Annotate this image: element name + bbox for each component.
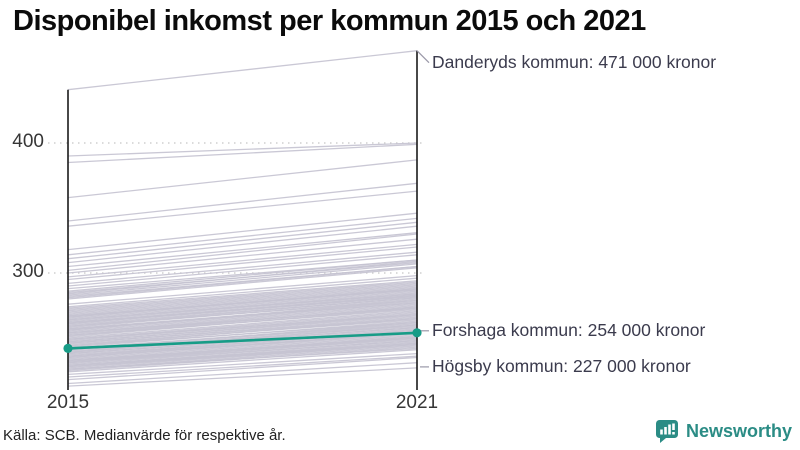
x-axis-tick-2021: 2021 [395,392,439,413]
source-note: Källa: SCB. Medianvärde för respektive å… [3,427,286,444]
chart-title: Disponibel inkomst per kommun 2015 och 2… [13,5,646,37]
annotation-danderyd: Danderyds kommun: 471 000 kronor [432,51,717,72]
x-axis-tick-2015: 2015 [46,392,90,413]
brand-lockup: Newsworthy [655,419,792,444]
annotation-forshaga: Forshaga kommun: 254 000 kronor [432,319,706,340]
bar-chart-speech-bubble-icon [655,420,678,443]
y-axis-tick-400: 400 [12,131,44,152]
brand-name: Newsworthy [685,421,792,441]
annotation-hogsby: Högsby kommun: 227 000 kronor [432,355,691,376]
y-axis-tick-300: 300 [12,261,44,282]
